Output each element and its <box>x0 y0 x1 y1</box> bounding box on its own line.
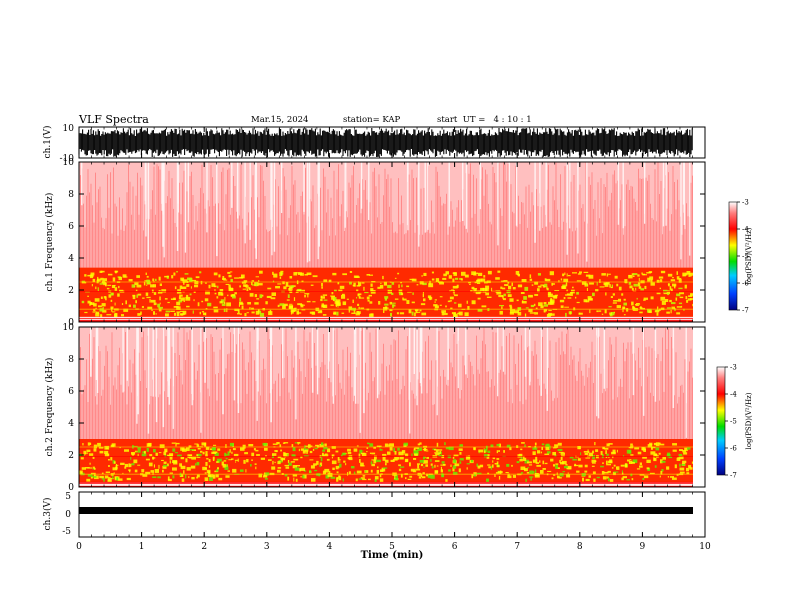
time-axis: 0 1 2 3 4 5 6 7 8 9 10 <box>76 127 711 552</box>
ch3-ytick-bottom: -5 <box>62 527 71 537</box>
time-tick-label: 3 <box>264 542 270 552</box>
time-tick-label: 0 <box>76 542 82 552</box>
spectrogram-ytick-label: 6 <box>68 387 74 397</box>
ch2-colorbar-label: log(PSD)(V²/Hz) <box>745 392 753 449</box>
colorbar-tick-label: -4 <box>730 391 737 399</box>
ch3-waveform-frame <box>78 491 706 538</box>
colorbar-tick-label: -4 <box>742 226 749 234</box>
spectrogram-ytick-label: 0 <box>68 483 74 493</box>
spectrogram-ytick-label: 8 <box>68 190 74 200</box>
spectrogram-ytick-label: 8 <box>68 355 74 365</box>
ch3-ytick-mid: 0 <box>65 510 71 520</box>
colorbar-tick-label: -6 <box>730 445 737 453</box>
spectrogram-ytick-label: 2 <box>68 286 74 296</box>
time-tick-label: 6 <box>452 542 458 552</box>
colorbar-tick-label: -7 <box>730 472 737 480</box>
time-tick-label: 9 <box>640 542 646 552</box>
colorbar-tick-label: -3 <box>730 364 737 372</box>
time-tick-label: 7 <box>514 542 520 552</box>
ch1-spectrogram-panel: 0 2 4 6 8 10 ch.1 Frequency (kHz) <box>44 158 706 328</box>
time-tick-label: 8 <box>577 542 583 552</box>
ch1-colorbar-ramp <box>728 201 738 311</box>
ch2-spectrogram-yticks: 0 2 4 6 8 10 <box>63 323 705 493</box>
ch1-ytick-top: 10 <box>63 124 75 134</box>
spectrogram-gaps <box>81 162 691 263</box>
time-tick-label: 10 <box>699 542 711 552</box>
time-tick-label: 2 <box>201 542 207 552</box>
ch2-colorbar-ramp <box>716 366 726 476</box>
colorbar-tick-label: -5 <box>742 253 749 261</box>
spectrogram-nodata-strip <box>693 327 705 487</box>
colorbar-tick-label: -3 <box>742 199 749 207</box>
ch1-colorbar-label: log(PSD)(V²/Hz) <box>745 227 753 284</box>
spectrogram-ytick-label: 0 <box>68 318 74 328</box>
spectrogram-nodata-strip <box>693 162 705 322</box>
colorbar-tick-label: -6 <box>742 280 749 288</box>
ch1-ytick-bottom: -10 <box>60 154 75 164</box>
ch2-spectrogram-image <box>78 327 705 487</box>
ch3-waveform-ylabel: ch.3(V) <box>42 498 53 531</box>
spectrogram-ytick-label: 4 <box>68 254 74 264</box>
ch2-colorbar: -3 -4 -5 -6 -7 log(PSD)(V²/Hz) <box>716 364 753 480</box>
ch1-spectrogram-image <box>78 162 705 322</box>
spectrogram-ytick-label: 2 <box>68 451 74 461</box>
time-tick-label: 5 <box>389 542 395 552</box>
ch1-waveform-trace <box>78 128 693 157</box>
ch1-colorbar-ticks: -3 -4 -5 -6 -7 <box>737 199 749 315</box>
time-tick-label: 4 <box>327 542 333 552</box>
spectrogram-ytick-label: 10 <box>63 158 75 168</box>
ch1-waveform-path <box>78 128 693 157</box>
colorbar-tick-label: -5 <box>730 418 737 426</box>
ch3-ytick-top: 5 <box>65 492 71 502</box>
header-date: Mar.15, 2024 <box>251 115 309 125</box>
time-axis-label: Time (min) <box>361 550 424 561</box>
ch3-waveform-panel: 5 0 -5 ch.3(V) <box>42 491 706 538</box>
spectrogram-gaps <box>90 327 687 438</box>
ch2-spectrogram-panel: 0 2 4 6 8 10 ch.2 Frequency (kHz) <box>44 323 706 493</box>
time-tick-label: 1 <box>139 542 145 552</box>
spectrogram-ytick-label: 6 <box>68 222 74 232</box>
spectrogram-ytick-label: 4 <box>68 419 74 429</box>
ch1-waveform-ylabel: ch.1(V) <box>42 126 53 159</box>
ch1-colorbar: -3 -4 -5 -6 -7 log(PSD)(V²/Hz) <box>728 199 753 315</box>
spectrogram-ytick-label: 10 <box>63 323 75 333</box>
ch1-spectrogram-yticks: 0 2 4 6 8 10 <box>63 158 705 328</box>
colorbar-tick-label: -7 <box>742 307 749 315</box>
ch3-waveform-trace <box>79 507 693 514</box>
ch2-spectrogram-ylabel: ch.2 Frequency (kHz) <box>44 358 55 457</box>
header-start-time: start UT = 4 : 10 : 1 <box>437 115 532 125</box>
ch2-colorbar-ticks: -3 -4 -5 -6 -7 <box>725 364 737 480</box>
header-station: station= KAP <box>343 115 401 125</box>
figure-title: VLF Spectra <box>79 113 149 126</box>
ch1-spectrogram-ylabel: ch.1 Frequency (kHz) <box>44 193 55 292</box>
